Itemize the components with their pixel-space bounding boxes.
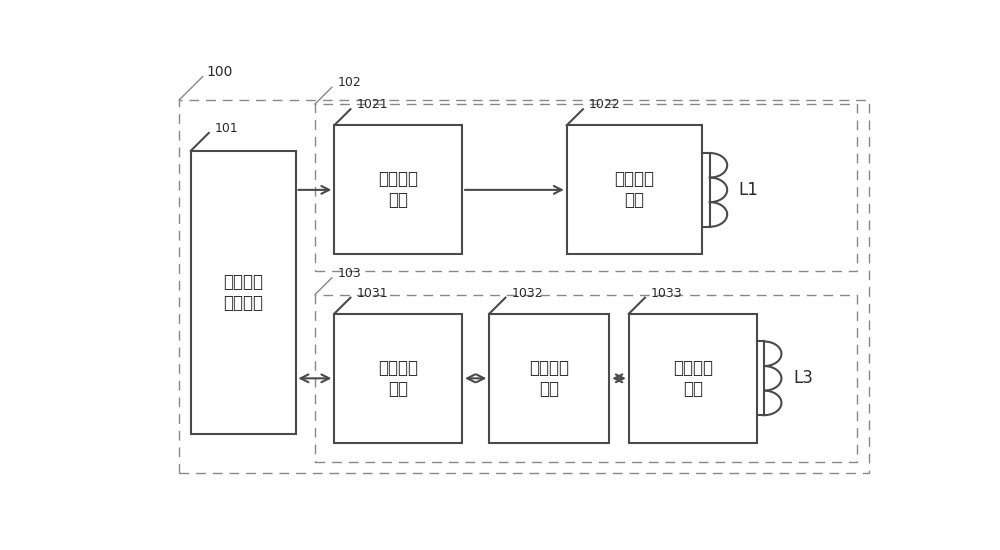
Bar bbox=[334, 314, 462, 443]
Bar bbox=[315, 104, 857, 271]
Text: 1022: 1022 bbox=[589, 98, 621, 111]
Text: 1033: 1033 bbox=[651, 287, 683, 300]
Text: L3: L3 bbox=[793, 370, 813, 387]
Text: 1031: 1031 bbox=[357, 287, 388, 300]
Bar bbox=[315, 295, 857, 462]
Text: L1: L1 bbox=[739, 181, 759, 199]
Text: 102: 102 bbox=[338, 76, 362, 89]
Text: 100: 100 bbox=[207, 65, 233, 79]
Text: 第一陷波
电路: 第一陷波 电路 bbox=[529, 359, 569, 398]
Bar bbox=[191, 151, 296, 434]
Text: 体外电路
控制单元: 体外电路 控制单元 bbox=[223, 273, 263, 312]
Text: 1032: 1032 bbox=[512, 287, 543, 300]
Bar bbox=[334, 125, 462, 255]
Text: 第三匹配
电路: 第三匹配 电路 bbox=[673, 359, 713, 398]
Bar bbox=[179, 100, 869, 472]
Text: 1021: 1021 bbox=[357, 98, 388, 111]
Text: 能量射频
单元: 能量射频 单元 bbox=[378, 170, 418, 209]
Bar bbox=[567, 125, 702, 255]
Text: 通信射频
单元: 通信射频 单元 bbox=[378, 359, 418, 398]
Text: 第一匹配
电路: 第一匹配 电路 bbox=[615, 170, 655, 209]
Text: 103: 103 bbox=[338, 267, 362, 280]
Bar bbox=[489, 314, 609, 443]
Bar bbox=[629, 314, 757, 443]
Text: 101: 101 bbox=[215, 122, 239, 135]
